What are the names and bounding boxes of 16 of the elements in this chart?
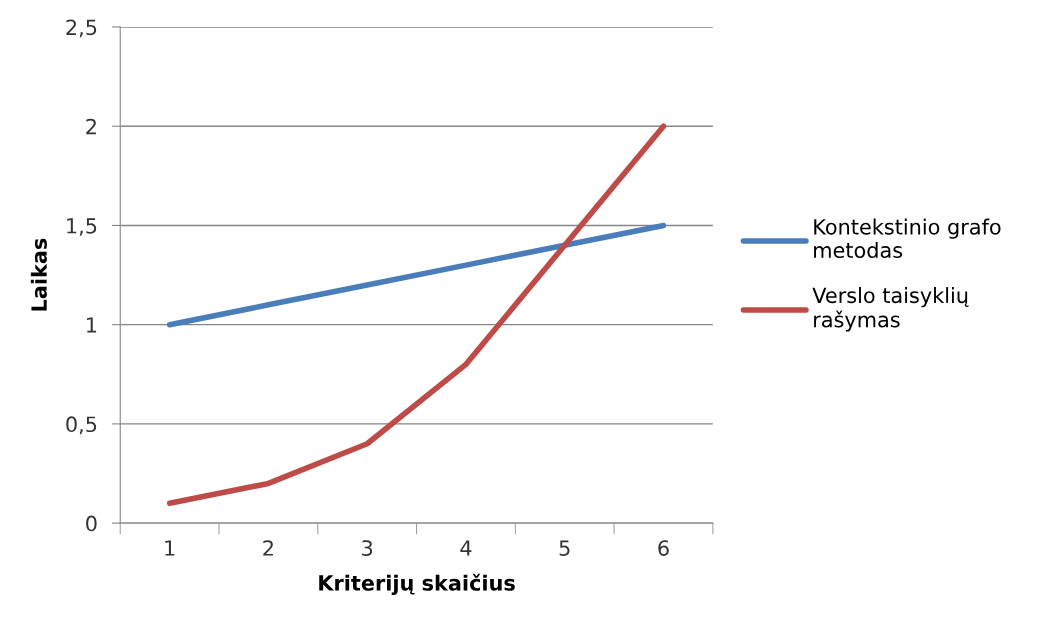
legend-label: Verslo taisyklių rašymas [812,287,969,332]
x-axis-title: Kriterijų skaičius [319,573,515,595]
y-tick-label: 2 [86,118,96,135]
x-tick-label: 6 [658,540,669,556]
y-tick-label: 2,5 [66,19,97,38]
x-tick-label: 5 [559,540,570,556]
legend-label: Kontekstinio grafo metodas [814,218,1001,259]
x-tick-label: 4 [460,540,472,556]
y-tick-label: 0 [86,515,97,532]
y-axis-title: Laikas [30,238,47,311]
y-tick-label: 1,5 [67,218,97,236]
x-tick-label: 3 [362,540,373,556]
y-tick-label: 1 [87,317,97,333]
x-tick-label: 1 [165,540,175,556]
x-tick-label: 2 [263,540,273,556]
y-tick-label: 0,5 [66,416,97,435]
